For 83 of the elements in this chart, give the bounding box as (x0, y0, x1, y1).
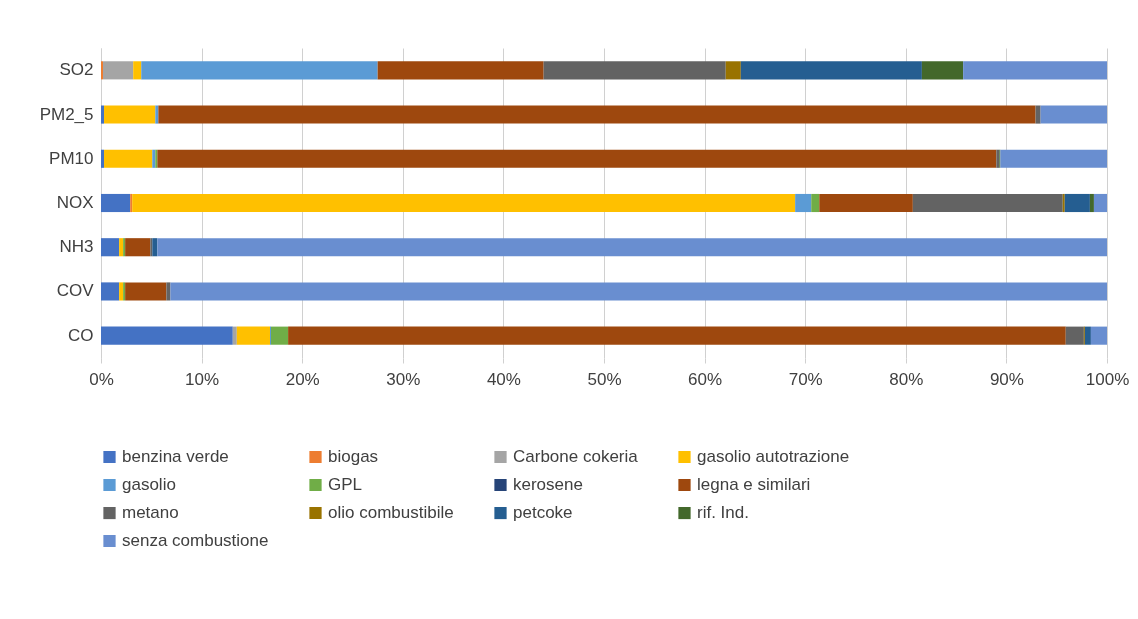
bar (795, 193, 812, 213)
legend-label: senza combustione (122, 531, 269, 550)
legend-label: gasolio (122, 475, 176, 494)
x-tick-label: 70% (788, 369, 823, 389)
x-tick-label: 100% (1085, 369, 1130, 389)
bar (130, 193, 133, 213)
bar (158, 105, 1036, 124)
legend-label: benzina verde (122, 447, 229, 466)
bar (101, 149, 105, 168)
bar (271, 326, 289, 345)
legend-label: rif. Ind. (697, 503, 749, 522)
bar (101, 238, 120, 257)
y-tick-label: COV (56, 281, 95, 301)
bar (1065, 326, 1084, 345)
bar (123, 238, 126, 257)
bar (288, 326, 1066, 345)
x-tick-label: 20% (285, 369, 320, 389)
bar (166, 282, 171, 301)
bar (132, 193, 796, 213)
bar (921, 61, 964, 80)
bar (125, 238, 151, 257)
legend-label: kerosene (513, 475, 583, 494)
bar (119, 238, 124, 257)
bar (819, 193, 913, 213)
bar (1035, 105, 1041, 124)
x-tick-label: 30% (386, 369, 421, 389)
bar (377, 61, 544, 80)
bar (725, 61, 741, 80)
bar (101, 326, 233, 345)
y-tick-label: PM10 (49, 148, 94, 168)
bar (101, 193, 131, 213)
x-tick-label: 40% (486, 369, 521, 389)
legend-label: petcoke (513, 503, 573, 522)
bar (101, 282, 120, 301)
bar (157, 149, 997, 168)
bar (133, 61, 142, 80)
y-tick-label: NOX (56, 193, 94, 212)
legend-label: gasolio autotrazione (697, 447, 850, 466)
bar (1090, 326, 1107, 345)
legend-label: GPL (328, 475, 363, 494)
bar (103, 61, 134, 80)
y-tick-label: NH3 (59, 237, 94, 257)
legend-label: olio combustibile (328, 503, 454, 522)
x-tick-label: 60% (688, 369, 723, 389)
y-tick-label: PM2_5 (39, 104, 94, 124)
bar (232, 326, 237, 345)
legend-label: biogas (328, 447, 379, 466)
x-tick-label: 90% (989, 369, 1024, 389)
bar (101, 105, 105, 124)
bar (119, 282, 124, 301)
bar (104, 105, 156, 124)
bar (1000, 149, 1107, 168)
y-tick-label: SO2 (59, 60, 94, 80)
bar (811, 193, 820, 213)
bar (150, 238, 153, 257)
bar (1064, 193, 1090, 213)
bar (740, 61, 922, 80)
bar (1040, 105, 1107, 124)
x-tick-label: 80% (889, 369, 924, 389)
bar (141, 61, 378, 80)
bar (963, 61, 1107, 80)
legend-label: legna e similari (697, 475, 811, 494)
bar (123, 282, 126, 301)
bar (1062, 193, 1065, 213)
bar (101, 61, 104, 80)
legend-label: metano (122, 503, 179, 522)
legend-label: Carbone cokeria (513, 447, 639, 466)
bar (170, 282, 1107, 301)
x-tick-label: 50% (587, 369, 622, 389)
bar (104, 149, 153, 168)
bar (152, 238, 158, 257)
bar (1089, 193, 1094, 213)
bar (125, 282, 167, 301)
bar (1084, 326, 1091, 345)
bar (157, 238, 1107, 257)
bar (1093, 193, 1107, 213)
bar (543, 61, 726, 80)
bar (155, 105, 159, 124)
x-tick-label: 0% (89, 369, 114, 389)
bar (236, 326, 271, 345)
bar (912, 193, 1063, 213)
x-tick-label: 10% (185, 369, 220, 389)
y-tick-label: CO (68, 325, 94, 345)
